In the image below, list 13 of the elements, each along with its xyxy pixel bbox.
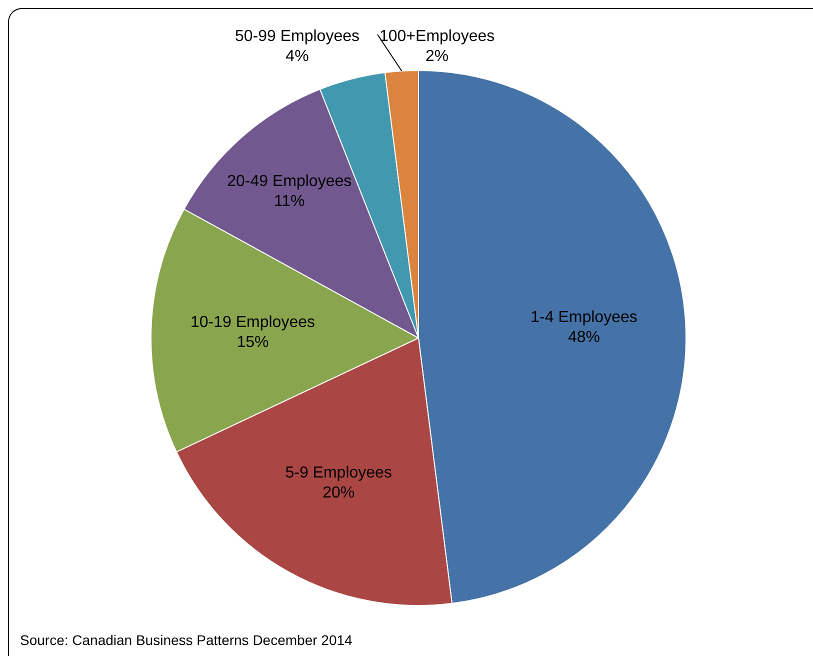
slice-label: 20-49 Employees [227, 172, 352, 190]
data-label: 20% [322, 484, 355, 502]
data-label: 15% [236, 334, 269, 352]
data-label: 2% [426, 48, 449, 65]
slice-label: 100+Employees [379, 28, 495, 45]
slice-label: 5-9 Employees [285, 464, 392, 482]
slice-label: 10-19 Employees [190, 314, 315, 332]
data-label: 4% [286, 48, 309, 65]
slice-label: 1-4 Employees [530, 308, 638, 326]
data-label: 11% [274, 192, 305, 210]
data-label: 48% [568, 328, 600, 346]
source-note: Source: Canadian Business Patterns December 2014 [20, 632, 352, 648]
slice-label: 50-99 Employees [234, 28, 360, 45]
